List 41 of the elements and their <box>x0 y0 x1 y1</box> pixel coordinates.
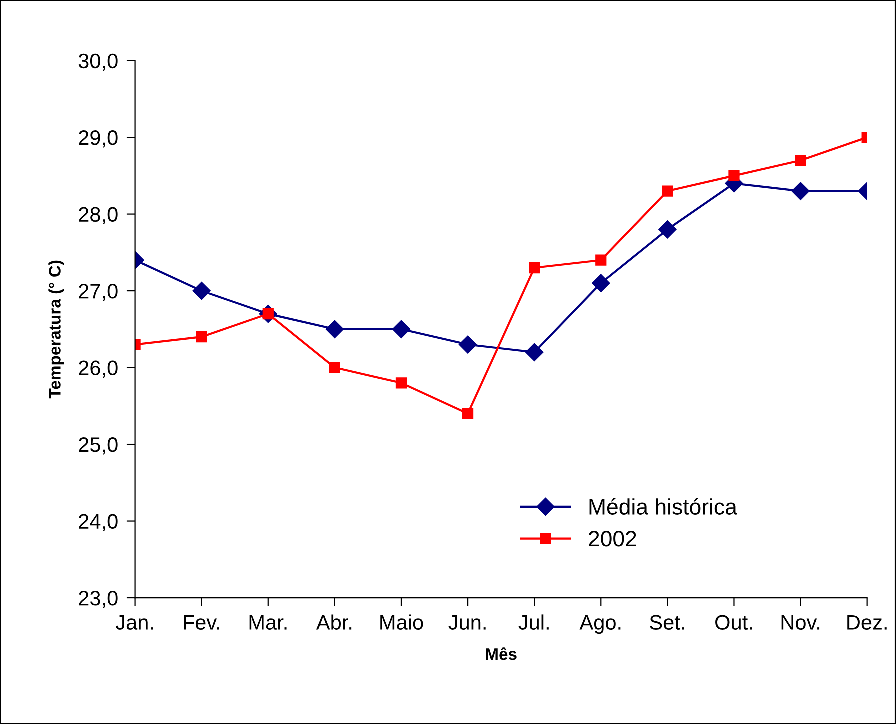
point <box>462 408 474 420</box>
x-tick-label: Dez. <box>848 615 887 630</box>
point <box>329 362 340 374</box>
legend-label: Média histórica <box>590 498 738 515</box>
y-tick-label: 24,0 <box>79 514 118 532</box>
y-tick-label: 25,0 <box>79 438 118 455</box>
point <box>326 320 344 338</box>
x-tick-label: Nov. <box>782 615 820 630</box>
y-axis-title: Temperatura (° C) <box>48 260 64 399</box>
y-tick-label: 29,0 <box>79 130 118 148</box>
x-tick-label: Jan. <box>116 615 154 630</box>
x-tick-label: Jul. <box>518 614 549 630</box>
point <box>662 186 674 197</box>
point <box>792 182 810 200</box>
point <box>596 254 607 266</box>
point <box>396 378 408 389</box>
y-tick-label: 26,0 <box>79 360 118 378</box>
x-tick-label: Out. <box>716 615 752 630</box>
y-tick-label: 28,0 <box>79 207 118 225</box>
point <box>658 220 677 239</box>
point <box>728 170 740 182</box>
point <box>526 343 544 362</box>
legend-label: 2002 <box>589 531 636 547</box>
y-tick-label: 30,0 <box>78 54 118 72</box>
point <box>392 320 411 338</box>
x-tick-label: Maio <box>380 614 424 630</box>
x-axis-title: Mês <box>486 648 517 660</box>
x-tick-label: Ago. <box>580 615 621 634</box>
point <box>196 332 208 343</box>
point <box>592 274 610 292</box>
point <box>529 262 540 274</box>
x-tick-label: Abr. <box>316 614 352 630</box>
x-tick-label: Jun. <box>448 615 486 630</box>
y-tick-label: 27,0 <box>79 284 118 302</box>
x-tick-label: Set. <box>650 615 684 630</box>
point <box>192 282 211 300</box>
x-tick-label: Mar. <box>250 615 287 630</box>
point <box>795 155 806 166</box>
x-tick-label: Fev. <box>184 615 220 630</box>
y-tick-label: 23,0 <box>79 591 118 608</box>
point <box>458 336 478 354</box>
